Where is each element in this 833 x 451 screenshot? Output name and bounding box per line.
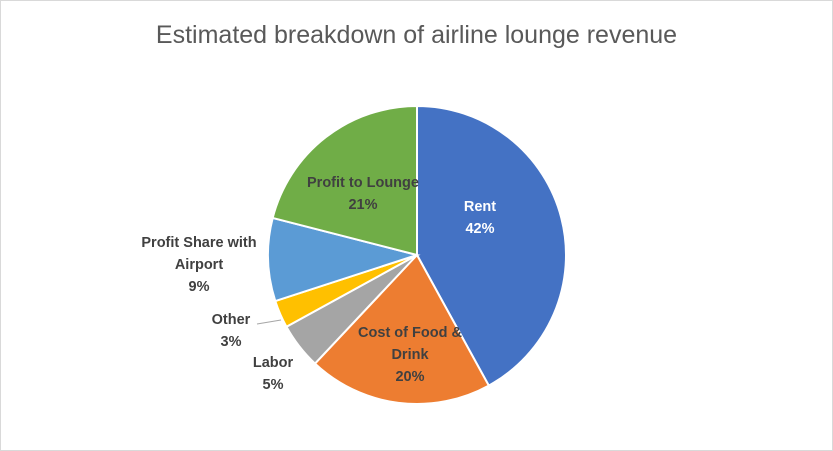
other-leader-line bbox=[256, 319, 282, 325]
data-label-profit-to-lounge: Profit to Lounge 21% bbox=[307, 175, 419, 213]
slice-profit-share-with-airport bbox=[267, 216, 421, 303]
slice-rent bbox=[416, 104, 567, 387]
data-label-profit-share-with-airport: Profit Share with Airport 9% bbox=[141, 235, 256, 295]
data-label-other: Other 3% bbox=[212, 312, 251, 350]
data-label-labor: Labor 5% bbox=[253, 355, 294, 393]
data-label-rent: Rent 42% bbox=[464, 199, 496, 237]
chart-title: Estimated breakdown of airline lounge re… bbox=[155, 21, 678, 49]
slice-profit-to-lounge bbox=[271, 104, 418, 257]
slice-cost-of-food-and-drink bbox=[313, 253, 491, 405]
data-label-cost-of-food-and-drink: Cost of Food & Drink 20% bbox=[358, 325, 462, 385]
